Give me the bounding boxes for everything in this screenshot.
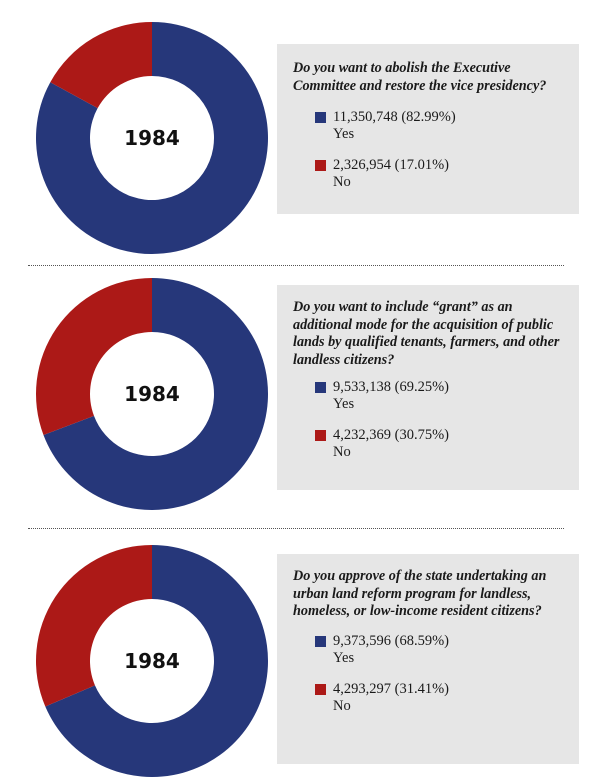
donut-slice-no-2: [36, 278, 152, 435]
legend-entry-yes-3: 9,373,596 (68.59%) Yes: [293, 633, 565, 667]
donut-slice-yes-2: [43, 278, 268, 510]
legend-label-yes-3: Yes: [333, 649, 355, 666]
legend-entry-no-2: 4,232,369 (30.75%) No: [293, 427, 565, 461]
legend-swatch-yes-3: [315, 635, 326, 647]
donut-center-label-3: 1984: [124, 649, 180, 673]
donut-chart-1: 1984: [36, 22, 268, 254]
dotted-divider-2: [28, 528, 564, 529]
legend-swatch-no-3: [315, 683, 326, 695]
legend-entry-no-1: 2,326,954 (17.01%) No: [293, 157, 565, 191]
question-box-3: Do you approve of the state undertaking …: [277, 554, 579, 764]
legend-label-yes-2: Yes: [333, 396, 355, 412]
legend-label-no-3: No: [333, 697, 351, 714]
question-text-3: Do you approve of the state undertaking …: [293, 568, 547, 619]
legend-label-yes-1: Yes: [333, 126, 355, 142]
legend-value-no-3: 4,293,297 (31.41%): [333, 680, 449, 697]
legend-value-no-2: 4,232,369 (30.75%): [333, 427, 449, 443]
question-box-1: Do you want to abolish the Executive Com…: [277, 44, 579, 214]
question-text-2: Do you want to include “grant” as an add…: [293, 299, 560, 368]
legend-label-no-1: No: [333, 174, 351, 190]
legend-value-yes-3: 9,373,596 (68.59%): [333, 632, 449, 649]
legend-value-no-1: 2,326,954 (17.01%): [333, 157, 449, 173]
legend-entry-yes-2: 9,533,138 (69.25%) Yes: [293, 379, 565, 413]
donut-slice-yes-3: [45, 545, 268, 777]
legend-entry-no-3: 4,293,297 (31.41%) No: [293, 681, 565, 715]
question-text-1: Do you want to abolish the Executive Com…: [293, 60, 547, 94]
legend-swatch-no-1: [315, 160, 326, 171]
legend-entry-yes-1: 11,350,748 (82.99%) Yes: [293, 109, 565, 143]
donut-chart-3: 1984: [36, 545, 268, 777]
donut-center-label-1: 1984: [124, 126, 180, 150]
dotted-divider-1: [28, 265, 564, 266]
donut-center-label-2: 1984: [124, 382, 180, 406]
question-box-2: Do you want to include “grant” as an add…: [277, 285, 579, 490]
donut-slice-yes-1: [36, 22, 268, 254]
legend-label-no-2: No: [333, 444, 351, 460]
legend-swatch-no-2: [315, 430, 326, 441]
legend-swatch-yes-2: [315, 382, 326, 393]
legend-value-yes-1: 11,350,748 (82.99%): [333, 109, 456, 125]
donut-chart-2: 1984: [36, 278, 268, 510]
donut-slice-no-1: [50, 22, 153, 109]
donut-slice-no-3: [36, 545, 153, 707]
legend-value-yes-2: 9,533,138 (69.25%): [333, 379, 449, 395]
legend-swatch-yes-1: [315, 112, 326, 123]
